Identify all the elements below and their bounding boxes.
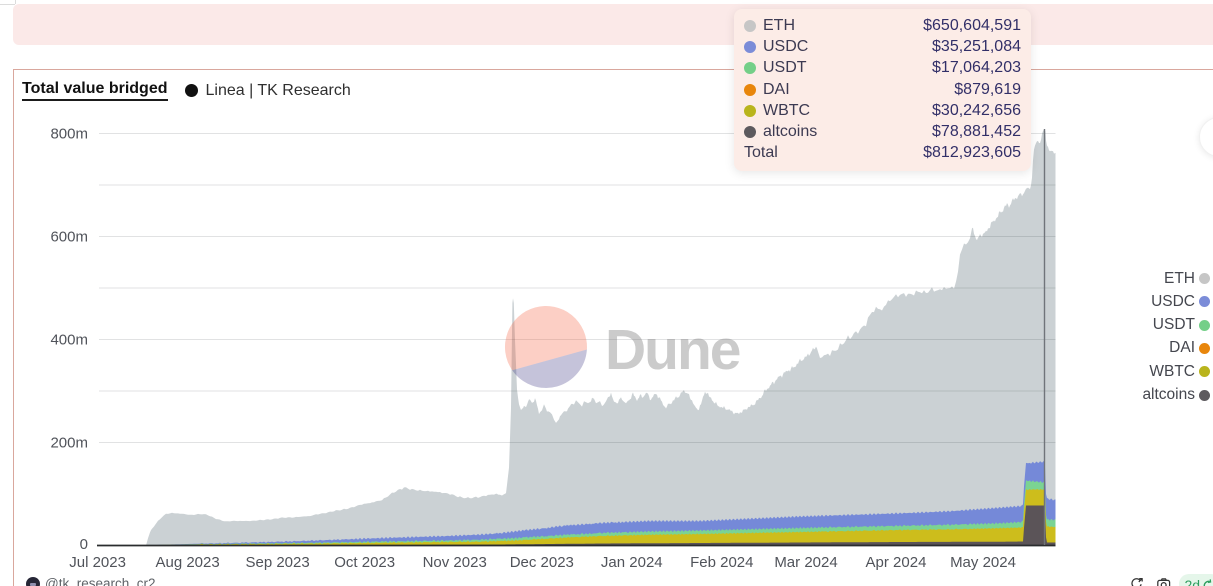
svg-text:Apr 2024: Apr 2024 xyxy=(866,554,927,571)
svg-text:Nov 2023: Nov 2023 xyxy=(423,554,487,571)
svg-text:Dune: Dune xyxy=(605,318,740,382)
svg-text:600m: 600m xyxy=(50,229,88,246)
svg-text:800m: 800m xyxy=(50,126,88,143)
svg-text:400m: 400m xyxy=(50,332,88,349)
svg-text:Dec 2023: Dec 2023 xyxy=(510,554,574,571)
svg-text:Oct 2023: Oct 2023 xyxy=(334,554,395,571)
svg-text:Aug 2023: Aug 2023 xyxy=(155,554,219,571)
svg-text:Sep 2023: Sep 2023 xyxy=(245,554,309,571)
svg-text:Mar 2024: Mar 2024 xyxy=(774,554,837,571)
svg-text:Jan 2024: Jan 2024 xyxy=(601,554,663,571)
svg-text:Jul 2023: Jul 2023 xyxy=(69,554,126,571)
svg-text:Feb 2024: Feb 2024 xyxy=(690,554,753,571)
svg-text:May 2024: May 2024 xyxy=(950,554,1016,571)
svg-text:0: 0 xyxy=(80,536,88,553)
svg-text:200m: 200m xyxy=(50,435,88,452)
